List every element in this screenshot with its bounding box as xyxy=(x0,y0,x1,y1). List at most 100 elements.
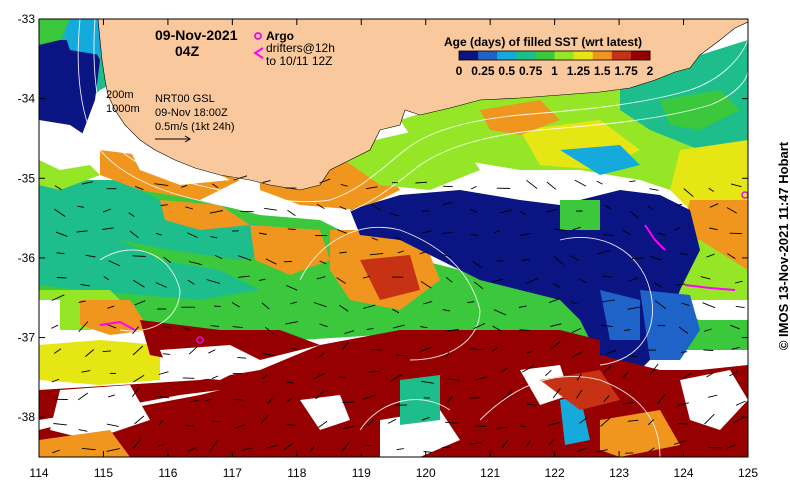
current-arrow xyxy=(387,418,397,424)
current-arrow xyxy=(316,203,325,209)
x-tick-label: 121 xyxy=(480,466,500,480)
current-arrow xyxy=(472,261,482,268)
current-arrow xyxy=(628,355,638,358)
drifter-legend-line1: drifters@12h xyxy=(266,41,335,55)
colorbar-swatch xyxy=(573,51,594,60)
current-arrow xyxy=(158,420,164,426)
current-arrow xyxy=(706,253,715,258)
current-arrow xyxy=(447,378,461,381)
velocity-scale-arrow xyxy=(155,135,191,143)
current-arrow xyxy=(55,231,68,237)
current-arrow xyxy=(53,423,67,426)
current-arrow xyxy=(51,294,65,301)
current-arrow xyxy=(319,323,328,328)
current-arrow xyxy=(134,300,146,306)
current-arrow xyxy=(237,275,250,278)
current-arrow xyxy=(81,447,96,451)
current-arrow xyxy=(182,327,190,331)
current-arrow xyxy=(338,376,346,379)
current-arrow xyxy=(54,208,66,217)
drifter-tracks xyxy=(99,224,736,331)
current-arrow xyxy=(390,373,403,382)
current-arrow xyxy=(415,181,428,184)
current-arrow xyxy=(627,306,642,310)
current-arrow xyxy=(571,351,583,358)
current-arrow xyxy=(569,255,580,261)
current-arrow xyxy=(339,304,349,312)
current-arrow xyxy=(77,205,85,208)
y-tick-label: -37 xyxy=(18,331,36,345)
current-arrow xyxy=(527,403,537,406)
y-axis: -33 -34 -35 -36 -37 -38 xyxy=(18,12,748,424)
current-arrow xyxy=(470,208,477,213)
current-arrow xyxy=(552,283,561,288)
time-label: 04Z xyxy=(175,43,200,59)
current-arrow xyxy=(501,439,509,449)
x-tick-label: 122 xyxy=(545,466,565,480)
colorbar-swatch xyxy=(497,51,517,60)
current-arrow xyxy=(368,371,380,373)
colorbar-tick-label: 0.75 xyxy=(519,64,543,78)
current-arrow xyxy=(470,185,477,190)
current-arrow xyxy=(520,211,526,216)
current-arrow xyxy=(419,250,428,255)
current-arrow xyxy=(734,280,743,284)
current-arrow xyxy=(319,260,327,265)
current-arrow xyxy=(77,392,89,401)
current-arrow xyxy=(390,212,400,217)
current-arrow xyxy=(605,349,617,355)
current-arrow xyxy=(185,206,194,210)
colorbar-tick-label: 2 xyxy=(647,64,654,78)
current-arrow xyxy=(103,276,110,281)
velocity-scale-label: 0.5m/s (1kt 24h) xyxy=(155,121,234,133)
current-arrow xyxy=(525,440,531,447)
current-arrow xyxy=(673,440,686,445)
current-arrow xyxy=(704,328,712,332)
current-arrow xyxy=(51,378,60,383)
current-arrow xyxy=(339,206,347,210)
current-arrow xyxy=(623,329,631,331)
current-arrow xyxy=(521,258,530,262)
current-arrow xyxy=(571,327,582,334)
current-arrow xyxy=(604,204,612,210)
current-arrow xyxy=(259,232,267,235)
current-arrow xyxy=(286,397,293,403)
current-arrow xyxy=(80,283,90,287)
current-arrow xyxy=(211,183,219,189)
current-arrow xyxy=(231,302,240,308)
current-arrow xyxy=(362,275,370,279)
current-arrow xyxy=(237,356,247,359)
current-arrow xyxy=(422,230,432,234)
current-arrow xyxy=(579,278,587,284)
current-arrow xyxy=(365,186,378,190)
current-arrow xyxy=(188,345,199,355)
current-arrow xyxy=(337,229,347,234)
current-arrow xyxy=(442,231,453,234)
current-arrow xyxy=(596,180,603,185)
current-arrow xyxy=(52,449,60,454)
current-arrow xyxy=(519,329,530,331)
current-arrow xyxy=(518,305,527,308)
current-arrow xyxy=(494,229,500,234)
current-arrow xyxy=(336,277,346,284)
current-arrow xyxy=(366,328,374,330)
current-arrow xyxy=(233,175,248,181)
current-arrow xyxy=(155,282,167,288)
current-arrow xyxy=(162,353,171,355)
current-arrow xyxy=(470,397,481,399)
current-arrow xyxy=(106,448,120,452)
colorbar-swatch xyxy=(459,51,479,60)
current-arrow xyxy=(155,232,163,236)
colorbar-tick-label: 0 xyxy=(456,64,463,78)
drifter-legend-icon xyxy=(253,47,264,59)
colorbar-tick-label: 1 xyxy=(551,64,558,78)
current-arrow xyxy=(596,449,608,453)
current-arrow xyxy=(496,260,504,262)
depth-1000-label: 1000m xyxy=(106,103,140,115)
current-arrow xyxy=(444,329,459,332)
current-arrow xyxy=(492,325,502,332)
current-arrow xyxy=(421,380,434,384)
current-arrow xyxy=(310,445,315,453)
current-arrow xyxy=(548,439,555,446)
current-arrow xyxy=(420,281,432,289)
